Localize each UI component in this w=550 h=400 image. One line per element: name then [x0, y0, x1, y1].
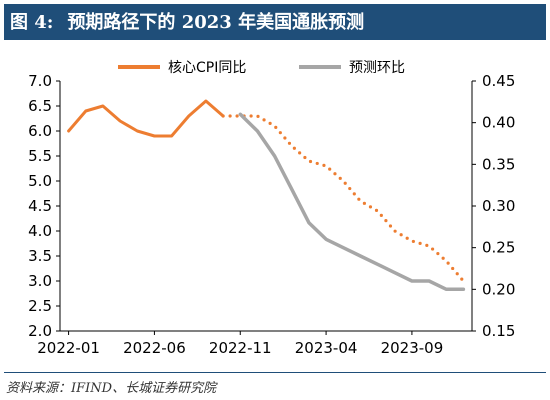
y-left-tick-label: 6.0 — [28, 122, 52, 140]
y-right-tick-label: 0.15 — [482, 322, 515, 340]
y-left-tick-label: 3.5 — [28, 247, 52, 265]
y-right-tick-label: 0.45 — [482, 72, 515, 90]
y-left-tick-label: 2.0 — [28, 322, 52, 340]
x-tick-label: 2022-11 — [209, 339, 272, 357]
legend-label-mom-forecast: 预测环比 — [349, 60, 405, 76]
y-right-tick-label: 0.40 — [482, 114, 515, 132]
series-line-cpi-yoy — [67, 99, 225, 138]
y-right-tick-label: 0.35 — [482, 155, 515, 173]
y-left-tick-label: 3.0 — [28, 272, 52, 290]
y-right-tick-label: 0.20 — [482, 280, 515, 298]
y-left-tick-label: 2.5 — [28, 297, 52, 315]
title-divider — [4, 38, 546, 40]
x-tick-label: 2022-01 — [37, 339, 100, 357]
y-left-tick-label: 4.5 — [28, 197, 52, 215]
figure-title-bar: 图 4: 预期路径下的 2023 年美国通胀预测 — [4, 4, 546, 38]
y-left-tick-label: 4.0 — [28, 222, 52, 240]
axes: 2.0 2.5 3.0 3.5 4.0 4.5 5.0 5.5 6.0 6.5 7.0 0.15 0.2… — [28, 72, 515, 357]
y-left-tick-label: 5.0 — [28, 172, 52, 190]
x-tick-label: 2022-06 — [123, 339, 186, 357]
y-left-tick-label: 7.0 — [28, 72, 52, 90]
y-right-tick-label: 0.25 — [482, 239, 515, 257]
series-line-cpi-yoy-forecast — [221, 114, 465, 283]
x-tick-label: 2023-09 — [381, 339, 444, 357]
y-right-tick-label: 0.30 — [482, 197, 515, 215]
y-left-tick-label: 5.5 — [28, 147, 52, 165]
series-layer — [67, 99, 466, 292]
series-line-mom-forecast — [238, 112, 466, 292]
chart-title: 预期路径下的 2023 年美国通胀预测 — [67, 12, 365, 33]
figure-number: 图 4: — [10, 12, 54, 33]
source-note: 资料来源：IFIND、长城证券研究院 — [6, 381, 217, 396]
y-left-tick-label: 6.5 — [28, 97, 52, 115]
legend: 核心CPI同比 预测环比 — [118, 60, 405, 76]
dual-axis-line-chart: 核心CPI同比 预测环比 2.0 2.5 3.0 3.5 4.0 4.5 5.0 5.5 6.0 6… — [28, 60, 515, 357]
source-divider — [4, 372, 546, 373]
legend-label-cpi-yoy: 核心CPI同比 — [168, 60, 246, 76]
x-tick-label: 2023-04 — [295, 339, 358, 357]
